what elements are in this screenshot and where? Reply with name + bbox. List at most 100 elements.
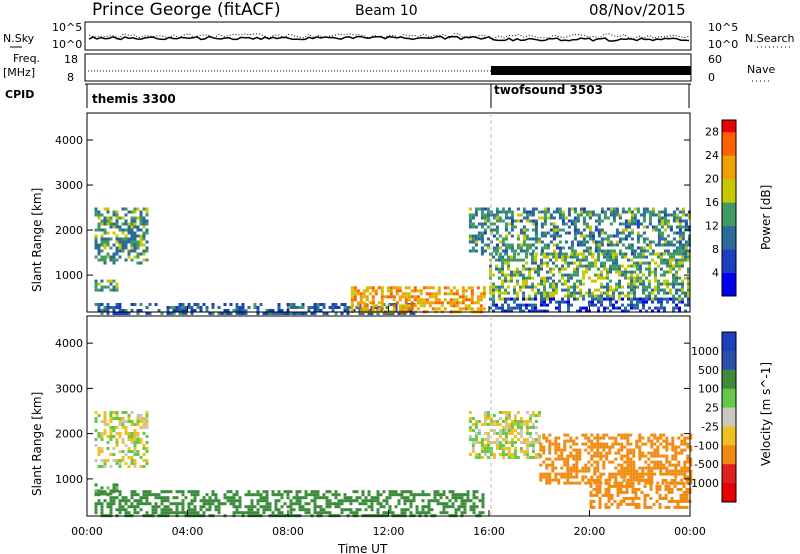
echo-cell <box>250 505 254 509</box>
echo-cell <box>470 307 474 311</box>
echo-cell <box>537 237 541 241</box>
echo-cell <box>519 231 523 235</box>
echo-cell <box>486 246 490 250</box>
echo-cell <box>549 234 553 238</box>
echo-cell <box>585 255 588 259</box>
echo-cell <box>504 252 507 256</box>
echo-cell <box>564 282 567 286</box>
echo-cell <box>169 502 173 506</box>
echo-cell <box>543 252 546 256</box>
echo-cell <box>678 219 682 223</box>
echo-cell <box>211 499 215 503</box>
echo-cell <box>633 297 636 301</box>
echo-cell <box>483 222 487 226</box>
echo-cell <box>669 282 672 286</box>
echo-cell <box>389 286 393 290</box>
echo-cell <box>492 294 495 298</box>
echo-cell <box>136 312 140 315</box>
echo-cell <box>665 469 669 473</box>
echo-cell <box>687 282 690 286</box>
echo-cell <box>656 439 660 443</box>
xtick-label: 08:00 <box>272 525 304 538</box>
echo-cell <box>570 240 574 244</box>
echo-cell <box>166 511 170 515</box>
echo-cell <box>669 267 672 271</box>
echo-cell <box>575 463 579 467</box>
echo-cell <box>655 490 659 494</box>
echo-cell <box>392 298 396 302</box>
echo-cell <box>657 297 660 301</box>
echo-cell <box>133 459 137 462</box>
echo-cell <box>103 285 107 289</box>
echo-cell <box>238 511 242 515</box>
echo-cell <box>567 297 570 301</box>
echo-cell <box>569 439 573 443</box>
echo-cell <box>615 282 618 286</box>
echo-cell <box>609 294 612 298</box>
echo-cell <box>684 252 687 256</box>
echo-cell <box>304 508 308 512</box>
echo-cell <box>501 303 504 307</box>
ytick-label: 3000 <box>55 179 83 192</box>
echo-cell <box>504 447 508 450</box>
echo-cell <box>362 304 366 308</box>
echo-cell <box>136 502 140 506</box>
echo-cell <box>483 213 487 217</box>
echo-cell <box>630 210 634 214</box>
echo-cell <box>605 445 609 449</box>
echo-cell <box>637 481 641 485</box>
echo-cell <box>615 285 618 289</box>
echo-cell <box>674 445 678 449</box>
echo-cell <box>558 270 561 274</box>
echo-cell <box>554 472 558 476</box>
echo-cell <box>632 466 636 470</box>
echo-cell <box>482 292 486 296</box>
echo-cell <box>647 475 651 479</box>
echo-cell <box>522 285 525 289</box>
echo-cell <box>672 249 676 253</box>
echo-cell <box>510 249 514 253</box>
echo-cell <box>589 484 593 488</box>
echo-cell <box>592 499 596 503</box>
echo-cell <box>468 438 472 441</box>
echo-cell <box>612 216 616 220</box>
echo-cell <box>622 496 626 500</box>
echo-cell <box>555 258 558 262</box>
echo-cell <box>118 493 122 497</box>
echo-cell <box>349 496 353 500</box>
echo-cell <box>398 304 402 308</box>
echo-cell <box>449 292 453 296</box>
echo-cell <box>587 445 591 449</box>
echo-cell <box>268 505 272 509</box>
echo-cell <box>403 312 407 315</box>
echo-cell <box>563 448 567 452</box>
echo-cell <box>136 505 140 509</box>
echo-cell <box>681 237 685 241</box>
echo-cell <box>638 436 642 440</box>
echo-cell <box>377 286 381 290</box>
echo-cell <box>480 237 484 241</box>
echo-cell <box>656 460 660 464</box>
echo-cell <box>554 436 558 440</box>
echo-cell <box>498 240 502 244</box>
echo-cell <box>660 237 664 241</box>
echo-cell <box>651 270 654 274</box>
echo-cell <box>653 454 657 458</box>
echo-cell <box>436 490 440 494</box>
echo-cell <box>573 282 576 286</box>
echo-cell <box>443 298 447 302</box>
echo-cell <box>522 258 525 262</box>
echo-cell <box>184 511 188 515</box>
echo-cell <box>605 457 609 461</box>
echo-cell <box>573 231 577 235</box>
echo-cell <box>483 231 487 235</box>
echo-cell <box>385 306 389 309</box>
echo-cell <box>608 472 612 476</box>
echo-cell <box>400 312 404 315</box>
echo-cell <box>196 306 200 309</box>
echo-cell <box>642 291 645 295</box>
echo-cell <box>238 499 242 503</box>
echo-cell <box>531 285 534 289</box>
echo-cell <box>507 261 510 265</box>
echo-cell <box>145 490 149 494</box>
